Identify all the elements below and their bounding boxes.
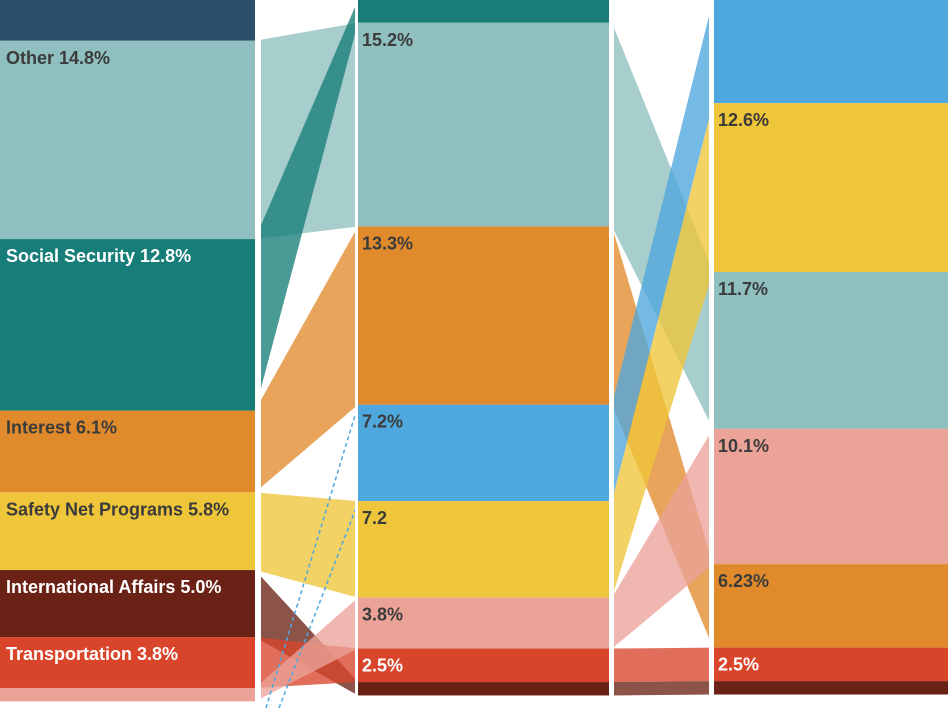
- bar-segment: [713, 103, 948, 273]
- segment-label: Transportation 3.8%: [6, 644, 178, 664]
- segment-label: Safety Net Programs 5.8%: [6, 499, 229, 519]
- segment-label: Other 14.8%: [6, 48, 110, 68]
- segment-label: 15.2%: [362, 30, 413, 50]
- column-divider: [709, 0, 714, 708]
- dashed-guide-line: [278, 507, 357, 709]
- bar-segment: [358, 404, 612, 502]
- segment-label: International Affairs 5.0%: [6, 577, 221, 597]
- segment-label: 7.2: [362, 508, 387, 528]
- segment-label: 3.8%: [362, 605, 403, 625]
- bar-segment: [0, 637, 255, 688]
- flow-band: [255, 226, 358, 493]
- segment-label: 10.1%: [718, 436, 769, 456]
- bar-segment: [0, 687, 255, 702]
- column-divider: [355, 0, 358, 708]
- bar-segment: [358, 597, 612, 649]
- flow-band: [255, 0, 358, 411]
- bar-segment: [713, 681, 948, 695]
- segment-label: Social Security 12.8%: [6, 246, 191, 266]
- bar-segment: [0, 410, 255, 493]
- flow-band: [612, 0, 713, 502]
- flow-bands: [255, 0, 713, 709]
- column-dividers: [255, 0, 714, 708]
- segment-label: 2.5%: [718, 655, 759, 675]
- bar-segment: [713, 428, 948, 565]
- column-divider: [609, 0, 614, 708]
- bar-segment: [358, 226, 612, 405]
- segment-label: 11.7%: [718, 279, 768, 299]
- column-divider: [255, 0, 261, 708]
- flow-band: [612, 647, 713, 683]
- flow-band: [255, 597, 358, 702]
- flow-band: [612, 681, 713, 696]
- bar-segment: [358, 0, 612, 23]
- bar-segment: [713, 647, 948, 682]
- flow-band: [255, 492, 358, 598]
- bar-segment: [713, 272, 948, 429]
- segment-label: 13.3%: [362, 233, 413, 253]
- segment-label: 7.2%: [362, 412, 403, 432]
- flow-band: [612, 428, 713, 649]
- dashed-guide-line: [265, 411, 357, 709]
- bar-segment: [713, 0, 948, 104]
- segment-label: 2.5%: [362, 656, 403, 676]
- segment-label: Interest 6.1%: [6, 418, 117, 438]
- bar-segment: [358, 22, 612, 227]
- bar-segment: [0, 0, 255, 41]
- flow-band: [612, 103, 713, 598]
- bar-segment: [358, 682, 612, 696]
- bar-segment: [358, 648, 612, 683]
- bar-segment: [0, 570, 255, 638]
- bar-segment: [713, 564, 948, 648]
- bar-segment: [0, 40, 255, 240]
- bar-segment: [0, 239, 255, 411]
- segment-label: 12.6%: [718, 110, 769, 130]
- bar-segment: [358, 501, 612, 598]
- bar-segment: [0, 492, 255, 571]
- segment-label: 6.23%: [718, 571, 769, 591]
- segment-labels: Other 14.8% Social Security 12.8% Interest…: [6, 30, 769, 676]
